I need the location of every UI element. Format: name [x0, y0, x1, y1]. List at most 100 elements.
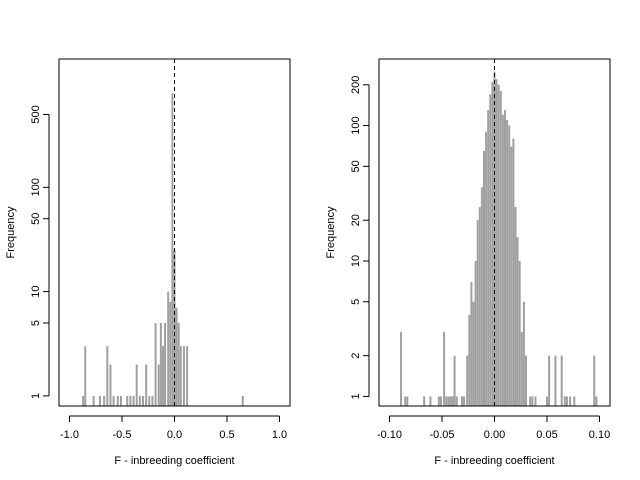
left-histogram-bar	[112, 395, 115, 406]
right-histogram-bar	[569, 396, 572, 406]
left-histogram-bar	[135, 364, 138, 406]
left-histogram-bar	[154, 323, 157, 406]
left-y-tick-label: 5	[30, 320, 42, 326]
right-histogram-bar	[400, 331, 403, 406]
right-histogram-bar	[443, 331, 446, 406]
right-histogram-bar	[518, 261, 521, 406]
left-histogram-bar	[84, 346, 87, 406]
left-histogram-bar	[138, 395, 141, 406]
left-y-axis-label: Frequency	[5, 206, 17, 258]
right-histogram-bar	[449, 396, 452, 406]
right-histogram-bar	[455, 396, 458, 406]
right-y-tick-label: 2	[350, 353, 362, 359]
right-histogram-bar	[478, 207, 481, 406]
right-histogram-bar	[534, 396, 537, 406]
right-y-tick-label: 50	[350, 160, 362, 172]
right-histogram-bar	[546, 396, 548, 406]
left-histogram-bar	[182, 346, 185, 406]
left-histogram-bar	[142, 395, 144, 406]
left-histogram-bar	[92, 395, 95, 406]
left-histogram-bar	[164, 323, 167, 406]
right-histogram-bar	[485, 131, 488, 406]
left-plot-frame	[58, 58, 291, 407]
right-histogram-bars	[400, 71, 598, 407]
right-x-tick-label: -0.10	[377, 429, 402, 441]
right-histogram-bar	[445, 396, 448, 406]
right-x-tick-label: 0.05	[536, 429, 557, 441]
left-x-tick-label: 0.0	[167, 429, 182, 441]
right-y-axis: 1 2 5 10 20 50 100 200	[350, 76, 370, 400]
right-histogram-bar	[516, 237, 519, 406]
left-histogram-bar	[177, 323, 180, 406]
right-histogram-bar	[493, 71, 496, 407]
right-x-tick-label: 0.10	[589, 429, 610, 441]
right-histogram-bar	[565, 396, 568, 406]
right-histogram-bar	[487, 110, 490, 407]
left-histogram-bars	[82, 93, 244, 406]
left-histogram-bar	[159, 323, 162, 406]
right-y-tick-label: 5	[350, 299, 362, 305]
right-histogram-bar	[423, 396, 426, 406]
right-histogram-bar	[439, 396, 442, 406]
right-histogram-bar	[512, 138, 515, 406]
right-histogram-bar	[529, 396, 532, 406]
right-histogram-bar	[499, 90, 502, 406]
left-histogram-bar	[179, 346, 182, 406]
right-histogram-bar	[563, 396, 566, 406]
left-y-tick-label: 1	[30, 393, 42, 399]
right-x-axis: -0.10 -0.05 0.00 0.05 0.10	[377, 415, 610, 441]
right-histogram-bar	[404, 396, 407, 406]
right-histogram-bar	[480, 187, 483, 406]
right-y-tick-label: 20	[350, 214, 362, 226]
left-histogram-bar	[241, 395, 244, 406]
right-histogram-bar	[437, 396, 440, 406]
left-histogram-bar	[119, 395, 122, 406]
right-histogram-panel: -0.10 -0.05 0.00 0.05 0.10 1 2 5 10 20 50 100 200 F…	[325, 58, 611, 467]
left-histogram-bar	[167, 291, 170, 406]
right-histogram-bar	[531, 396, 534, 406]
right-histogram-bar	[489, 94, 492, 406]
right-histogram-bar	[522, 301, 525, 406]
right-y-tick-label: 10	[350, 255, 362, 267]
left-x-tick-label: 0.5	[219, 429, 234, 441]
left-histogram-bar	[148, 395, 151, 406]
left-histogram-bar	[186, 346, 189, 406]
left-histogram-bar	[116, 395, 119, 406]
right-histogram-bar	[491, 81, 494, 406]
right-histogram-bar	[573, 396, 576, 406]
right-histogram-bar	[447, 396, 450, 406]
right-histogram-bar	[406, 396, 409, 406]
right-histogram-bar	[554, 355, 557, 406]
left-x-tick-label: -0.5	[113, 429, 132, 441]
right-histogram-bar	[451, 396, 454, 406]
right-plot-frame	[378, 58, 611, 407]
right-histogram-bar	[483, 150, 485, 406]
left-y-tick-label: 500	[30, 105, 42, 123]
left-y-tick-label: 50	[30, 213, 42, 225]
right-histogram-bar	[595, 396, 598, 406]
right-histogram-bar	[463, 396, 466, 406]
right-histogram-bar	[501, 114, 504, 406]
left-y-tick-label: 10	[30, 285, 42, 297]
right-histogram-bar	[593, 355, 596, 406]
left-y-axis: 1 5 10 50 100 500	[30, 105, 50, 399]
right-histogram-bar	[474, 261, 477, 406]
left-histogram-panel: -1.0 -0.5 0.0 0.5 1.0 1 5 10 50 100 500 F - inbre…	[5, 58, 291, 467]
left-histogram-bar	[126, 395, 129, 406]
right-histogram-bar	[504, 110, 506, 407]
left-histogram-bar	[175, 307, 178, 406]
right-histogram-bar	[514, 207, 517, 406]
left-histogram-bar	[145, 364, 148, 406]
right-histogram-bar	[510, 146, 513, 406]
left-x-axis-label: F - inbreeding coefficient	[114, 455, 234, 467]
left-y-tick-label: 100	[30, 178, 42, 196]
right-histogram-bar	[495, 79, 498, 407]
left-histogram-bar	[103, 395, 106, 406]
right-histogram-bar	[470, 281, 473, 406]
right-histogram-bar	[429, 396, 432, 406]
left-histogram-bar	[161, 346, 164, 406]
right-histogram-bar	[468, 314, 471, 406]
left-x-axis: -1.0 -0.5 0.0 0.5 1.0	[60, 415, 287, 441]
left-histogram-bar	[109, 364, 112, 406]
